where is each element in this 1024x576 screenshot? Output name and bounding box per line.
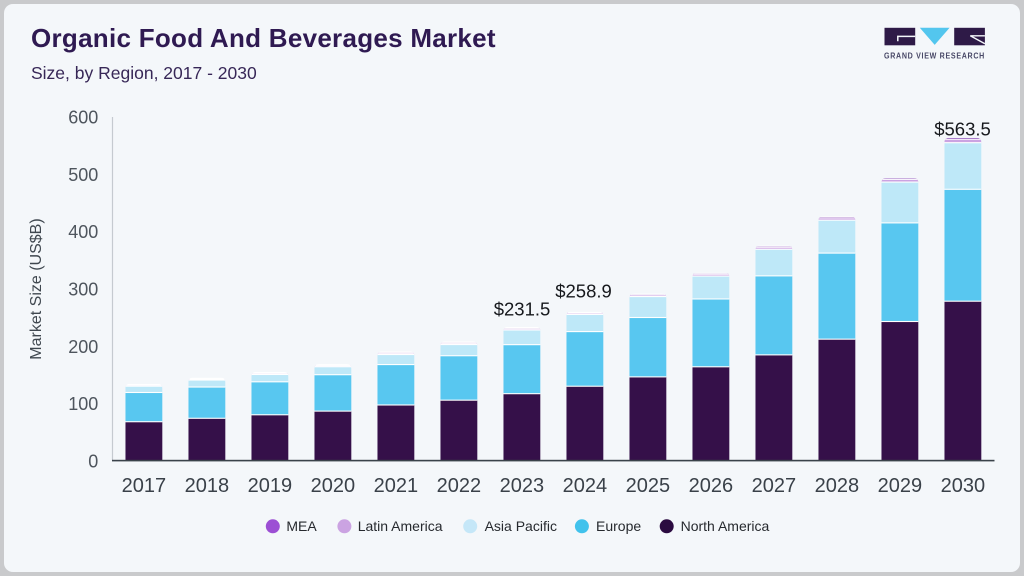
- svg-text:2022: 2022: [437, 475, 482, 497]
- svg-text:Size, by Region, 2017 - 2030: Size, by Region, 2017 - 2030: [31, 63, 257, 83]
- svg-text:$258.9: $258.9: [555, 280, 612, 301]
- svg-text:Organic Food And Beverages Mar: Organic Food And Beverages Market: [31, 23, 496, 53]
- svg-text:600: 600: [68, 108, 98, 128]
- svg-text:GRAND VIEW RESEARCH: GRAND VIEW RESEARCH: [884, 52, 985, 61]
- svg-text:500: 500: [68, 165, 98, 185]
- svg-text:2020: 2020: [311, 475, 356, 497]
- svg-text:0: 0: [88, 452, 98, 472]
- svg-text:MEA: MEA: [286, 518, 317, 534]
- svg-text:400: 400: [68, 222, 98, 242]
- svg-text:2025: 2025: [626, 475, 671, 497]
- svg-text:$231.5: $231.5: [494, 298, 551, 319]
- svg-text:2021: 2021: [374, 475, 419, 497]
- svg-text:2024: 2024: [563, 475, 608, 497]
- svg-text:2019: 2019: [248, 475, 293, 497]
- svg-text:$563.5: $563.5: [934, 118, 991, 139]
- svg-text:2018: 2018: [185, 475, 230, 497]
- svg-text:2026: 2026: [689, 475, 734, 497]
- svg-text:North America: North America: [681, 518, 770, 534]
- svg-text:100: 100: [68, 394, 98, 414]
- svg-text:2027: 2027: [752, 475, 797, 497]
- svg-text:200: 200: [68, 337, 98, 357]
- svg-text:Asia Pacific: Asia Pacific: [485, 518, 557, 534]
- svg-text:Europe: Europe: [596, 518, 641, 534]
- svg-text:2023: 2023: [500, 475, 545, 497]
- svg-text:2029: 2029: [878, 475, 923, 497]
- svg-text:300: 300: [68, 280, 98, 300]
- svg-text:Market Size (US$B): Market Size (US$B): [28, 218, 45, 359]
- svg-text:2030: 2030: [941, 475, 986, 497]
- svg-text:2028: 2028: [815, 475, 860, 497]
- svg-text:Latin America: Latin America: [358, 518, 443, 534]
- svg-text:2017: 2017: [122, 475, 167, 497]
